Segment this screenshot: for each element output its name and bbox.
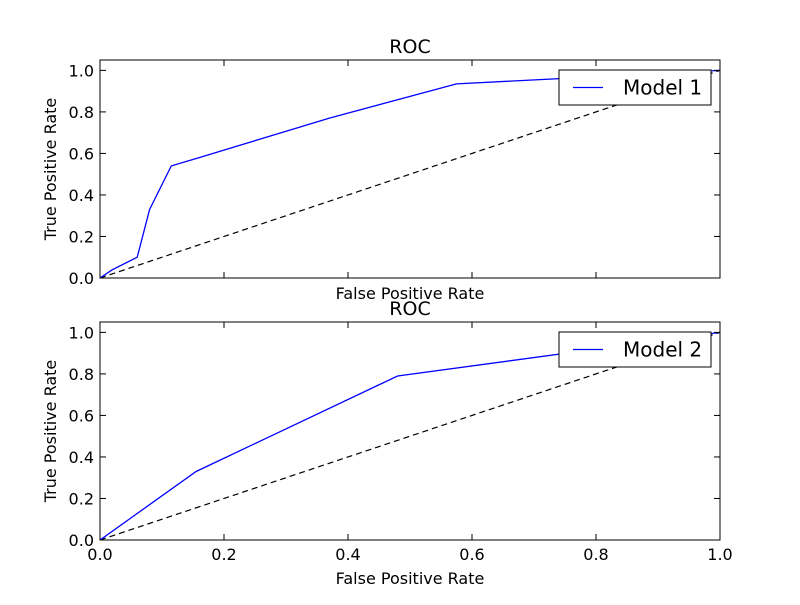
y-tick-label: 0.0 [69,531,94,550]
legend-label: Model 2 [623,338,702,362]
y-tick-label: 1.0 [69,61,94,80]
y-tick-label: 0.6 [69,406,94,425]
roc-subplot-2: 0.0 0.2 0.4 0.6 0.8 1.0 0.0 0.2 0.4 0.6 0.8 1.0 ROC F… [41,298,733,588]
y-tick-label: 0.2 [69,489,94,508]
y-axis-label: True Positive Rate [41,360,60,504]
axes-frame [99,321,721,541]
y-axis-label: True Positive Rate [41,98,60,242]
roc-curve-model-1 [100,69,720,278]
x-tick-label: 1.0 [707,545,732,564]
x-axis-label: False Positive Rate [336,284,485,303]
legend-label: Model 1 [623,76,702,100]
chart-title: ROC [389,298,430,320]
roc-subplot-1: 0.0 0.2 0.4 0.6 0.8 1.0 ROC False Positive Rate… [41,36,721,303]
x-axis-label: False Positive Rate [336,569,485,588]
y-tick-label: 0.2 [69,227,94,246]
x-tick-label: 0.6 [459,545,484,564]
chart-title: ROC [389,36,430,58]
legend: Model 1 [558,69,712,106]
axes-frame [99,59,721,279]
y-tick-label: 1.0 [69,323,94,342]
x-tick-label: 0.2 [211,545,236,564]
legend: Model 2 [558,331,712,368]
x-tick-label: 0.0 [87,545,112,564]
y-tick-label: 0.8 [69,103,94,122]
y-tick-label: 0.0 [69,269,94,288]
y-tick-label: 0.6 [69,144,94,163]
x-tick-label: 0.8 [583,545,608,564]
y-tick-label: 0.4 [69,186,94,205]
y-tick-label: 0.8 [69,365,94,384]
y-tick-label: 0.4 [69,448,94,467]
x-tick-label: 0.4 [335,545,360,564]
